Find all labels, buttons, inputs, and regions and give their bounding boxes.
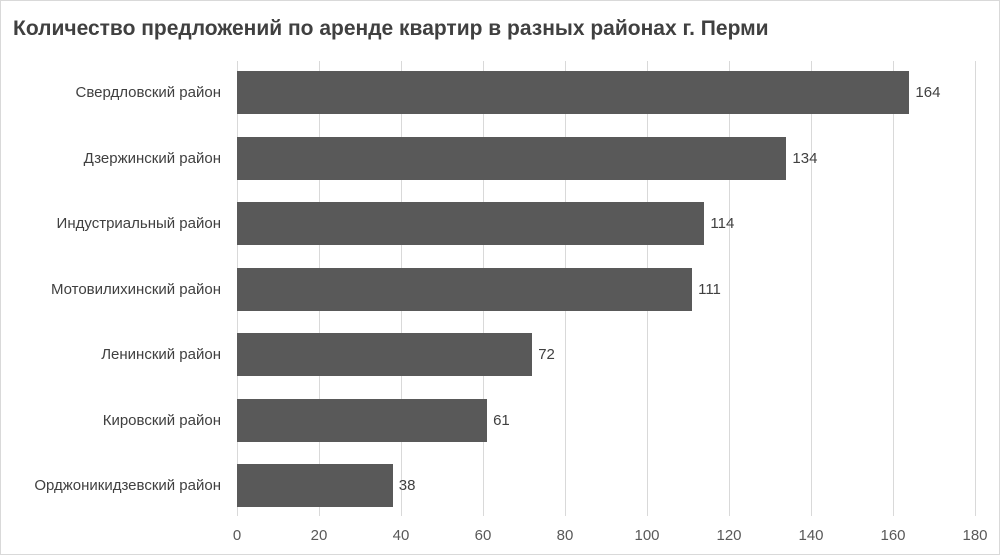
data-label: 164 [915,84,941,101]
x-tick-label: 60 [474,527,492,544]
x-tick-label: 0 [232,527,242,544]
gridline [975,61,976,516]
x-tick-label: 80 [556,527,574,544]
data-label: 61 [493,411,510,429]
gridline [893,61,894,516]
category-label: Свердловский район [75,84,221,101]
x-tick-label: 100 [634,527,660,544]
data-label: 111 [698,280,721,298]
bar [237,136,787,180]
data-label: 114 [710,215,735,232]
data-label: 38 [398,477,416,494]
category-label: Дзержинский район [83,149,221,167]
plot-area: 164 134 114 111 72 61 38 [237,61,976,516]
category-label: Индустриальный район [56,215,221,232]
bar [237,267,693,311]
bar [237,71,910,114]
category-label: Ленинский район [101,346,221,363]
bar [237,333,533,376]
x-tick-label: 120 [716,527,742,544]
gridline [811,61,812,516]
category-label: Кировский район [102,411,221,429]
x-tick-label: 160 [880,527,906,544]
x-tick-label: 140 [798,527,824,544]
category-label: Орджоникидзевский район [34,477,221,494]
data-label: 72 [538,346,555,363]
category-label: Мотовилихинский район [50,280,221,298]
data-label: 134 [792,149,818,167]
bar [237,398,488,442]
bar [237,202,705,245]
x-tick-label: 20 [310,527,328,544]
x-tick-label: 180 [962,527,988,544]
x-tick-label: 40 [392,527,410,544]
gridline [729,61,730,516]
chart-title: Количество предложений по аренде квартир… [13,17,769,40]
bar [237,464,393,507]
